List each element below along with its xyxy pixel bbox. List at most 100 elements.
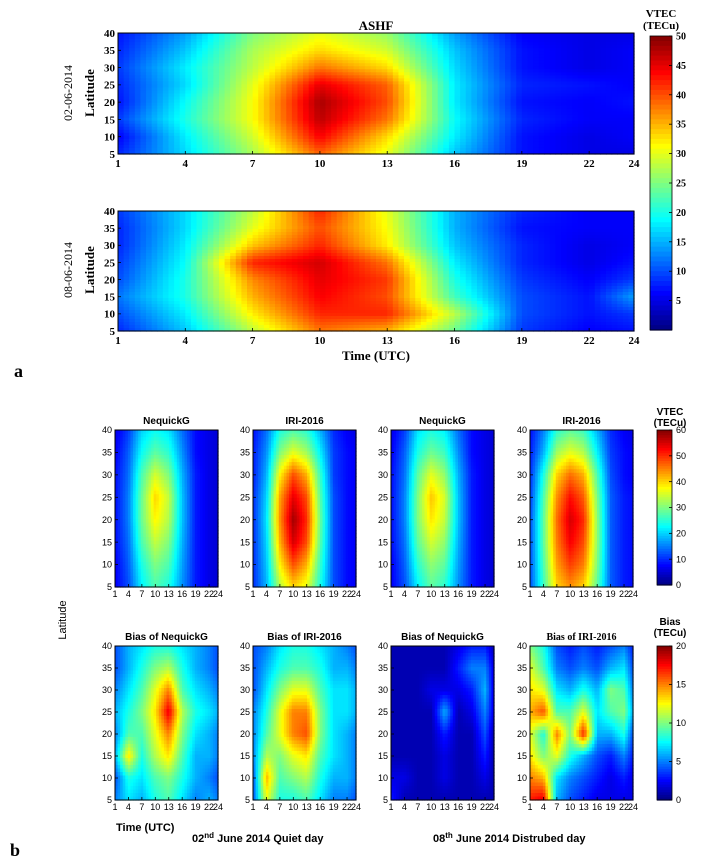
heatmap-cell — [140, 60, 147, 64]
heatmap-cell — [432, 138, 439, 143]
heatmap-cell — [224, 126, 231, 131]
heatmap-cell — [370, 117, 377, 122]
heatmap-cell — [460, 123, 467, 128]
heatmap-cell — [241, 102, 248, 107]
heatmap-cell — [319, 220, 327, 224]
heatmap-cell — [381, 114, 388, 119]
heatmap-cell — [499, 84, 506, 89]
heatmap-cell — [275, 150, 282, 155]
heatmap-cell — [460, 132, 467, 137]
heatmap-cell — [123, 144, 130, 149]
heatmap-cell — [213, 60, 220, 64]
heatmap-cell — [347, 93, 355, 98]
heatmap-cell — [437, 105, 444, 110]
heatmap-cell — [140, 36, 147, 40]
heatmap-cell — [426, 93, 433, 98]
heatmap-cell — [510, 108, 517, 113]
heatmap-cell — [325, 150, 332, 155]
heatmap-cell — [129, 102, 136, 107]
heatmap-cell — [516, 36, 523, 40]
heatmap-cell — [617, 108, 624, 113]
heatmap-cell — [398, 84, 405, 89]
heatmap-cell — [331, 120, 338, 125]
heatmap-cell — [269, 69, 276, 73]
heatmap-cell — [370, 217, 377, 221]
heatmap-cell — [162, 147, 170, 152]
heatmap-cell — [409, 111, 416, 116]
heatmap-cell — [174, 132, 181, 137]
heatmap-cell — [538, 66, 545, 70]
heatmap-cell — [420, 69, 428, 73]
heatmap-cell — [263, 132, 271, 137]
heatmap-cell — [364, 211, 371, 215]
heatmap-cell — [505, 93, 512, 98]
heatmap-cell — [364, 84, 371, 89]
heatmap-cell — [589, 93, 596, 98]
heatmap-cell — [190, 147, 198, 152]
heatmap-cell — [499, 129, 506, 134]
heatmap-cell — [146, 90, 153, 95]
heatmap-cell — [392, 81, 400, 86]
heatmap-cell — [196, 141, 203, 146]
heatmap-cell — [454, 90, 461, 95]
heatmap-cell — [364, 54, 371, 58]
heatmap-cell — [628, 84, 635, 89]
heatmap-cell — [527, 108, 534, 113]
heatmap-cell — [303, 132, 310, 137]
heatmap-cell — [471, 138, 478, 143]
heatmap-cell — [258, 72, 265, 76]
heatmap-cell — [129, 66, 136, 70]
heatmap-cell — [577, 39, 585, 43]
heatmap-cell — [280, 75, 287, 79]
heatmap-cell — [314, 63, 321, 67]
heatmap-cell — [437, 114, 444, 119]
heatmap-cell — [420, 84, 428, 89]
heatmap-cell — [538, 81, 545, 86]
heatmap-cell — [134, 87, 142, 92]
heatmap-cell — [190, 211, 198, 215]
heatmap-cell — [353, 144, 360, 149]
heatmap-cell — [488, 138, 495, 143]
heatmap-cell — [359, 42, 366, 46]
heatmap-cell — [376, 217, 383, 221]
heatmap-cell — [555, 81, 562, 86]
heatmap-cell — [118, 78, 125, 83]
heatmap-cell — [555, 147, 562, 152]
heatmap-cell — [488, 111, 495, 116]
heatmap-cell — [140, 84, 147, 89]
heatmap-cell — [213, 111, 220, 116]
heatmap-cell — [561, 108, 568, 113]
heatmap-cell — [471, 96, 478, 101]
heatmap-cell — [314, 211, 321, 215]
heatmap-cell — [319, 60, 327, 64]
heatmap-cell — [123, 99, 130, 104]
heatmap-cell — [561, 114, 568, 119]
heatmap-cell — [392, 57, 400, 61]
heatmap-cell — [577, 93, 585, 98]
heatmap-cell — [218, 39, 226, 43]
heatmap-cell — [465, 138, 472, 143]
heatmap-cell — [286, 42, 293, 46]
heatmap-cell — [482, 45, 489, 49]
heatmap-cell — [566, 135, 573, 140]
heatmap-cell — [275, 126, 282, 131]
heatmap-cell — [611, 54, 618, 58]
heatmap-cell — [118, 217, 125, 221]
heatmap-cell — [303, 45, 310, 49]
heatmap-cell — [258, 129, 265, 134]
heatmap-cell — [157, 69, 164, 73]
heatmap-cell — [247, 220, 254, 224]
heatmap-cell — [409, 39, 416, 43]
heatmap-cell — [589, 135, 596, 140]
heatmap-cell — [454, 217, 461, 221]
heatmap-cell — [566, 81, 573, 86]
heatmap-cell — [190, 60, 198, 64]
heatmap-cell — [319, 217, 327, 221]
heatmap-cell — [611, 69, 618, 73]
heatmap-cell — [527, 132, 534, 137]
heatmap-cell — [140, 99, 147, 104]
heatmap-cell — [392, 51, 400, 55]
heatmap-cell — [471, 84, 478, 89]
heatmap-cell — [140, 42, 147, 46]
heatmap-cell — [185, 214, 192, 218]
